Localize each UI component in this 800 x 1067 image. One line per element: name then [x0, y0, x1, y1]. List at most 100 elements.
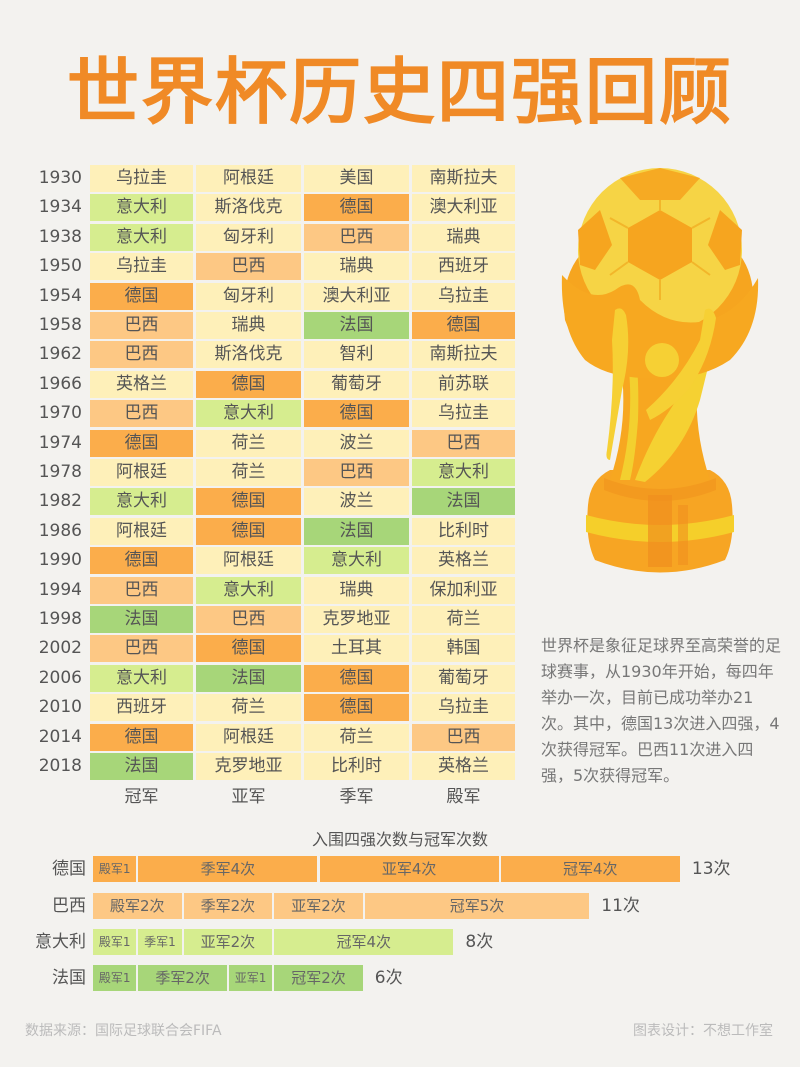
bar-total-label: 11次 — [601, 896, 640, 916]
table-cell: 葡萄牙 — [304, 370, 409, 398]
year-label: 1970 — [38, 403, 82, 424]
bar-country-label: 法国 — [52, 968, 86, 988]
table-cell: 比利时 — [412, 517, 515, 545]
table-cell: 乌拉圭 — [412, 400, 515, 428]
table-cell: 巴西 — [90, 341, 193, 369]
table-cell: 法国 — [412, 488, 515, 516]
bar-segment: 殿军1 — [93, 965, 137, 991]
table-cell: 巴西 — [90, 576, 193, 604]
table-cell: 前苏联 — [412, 370, 515, 398]
table-row: 2002 巴西 德国 土耳其 韩国 — [0, 635, 520, 663]
table-cell: 瑞典 — [304, 253, 409, 281]
table-cell: 意大利 — [90, 194, 193, 222]
table-row: 1978 阿根廷 荷兰 巴西 意大利 — [0, 459, 520, 486]
table-cell: 德国 — [90, 547, 193, 575]
table-cell: 巴西 — [90, 312, 193, 339]
bar-segment: 殿军2次 — [93, 893, 182, 919]
table-row: 1962 巴西 斯洛伐克 智利 南斯拉夫 — [0, 341, 520, 369]
year-label: 1990 — [38, 550, 82, 571]
bar-segment: 亚军1 — [228, 965, 273, 991]
description-text: 世界杯是象征足球界至高荣誉的足球赛事，从1930年开始，每四年举办一次，目前已成… — [541, 636, 782, 785]
table-cell: 匈牙利 — [196, 223, 301, 251]
year-label: 2010 — [38, 697, 82, 718]
trophy-icon — [561, 168, 759, 573]
table-cell: 保加利亚 — [412, 576, 515, 604]
table-cell: 波兰 — [304, 429, 409, 457]
table-cell: 巴西 — [412, 429, 515, 457]
year-label: 2014 — [38, 726, 82, 747]
bar-row: 法国 殿军1 季军2次 亚军1 冠军2次 6次 — [0, 965, 800, 991]
table-cell: 意大利 — [90, 223, 193, 251]
table-row: 1970 巴西 意大利 德国 乌拉圭 — [0, 400, 520, 428]
chart-credit: 图表设计：不想工作室 — [633, 1023, 773, 1039]
column-header-runner-up: 亚军 — [231, 787, 266, 807]
data-source: 数据来源：国际足球联合会FIFA — [25, 1023, 222, 1039]
table-cell: 德国 — [304, 400, 409, 428]
table-row: 1938 意大利 匈牙利 巴西 瑞典 — [0, 223, 520, 251]
table-cell: 斯洛伐克 — [196, 194, 301, 222]
table-row: 2018 法国 克罗地亚 比利时 英格兰 — [0, 753, 520, 780]
table-cell: 德国 — [304, 664, 409, 692]
table-cell: 英格兰 — [412, 547, 515, 575]
table-cell: 瑞典 — [412, 223, 515, 251]
table-row: 1986 阿根廷 德国 法国 比利时 — [0, 517, 520, 545]
table-cell: 南斯拉夫 — [412, 341, 515, 369]
table-cell: 荷兰 — [412, 606, 515, 633]
table-cell: 乌拉圭 — [412, 282, 515, 310]
year-label: 1966 — [38, 373, 82, 394]
table-cell: 乌拉圭 — [90, 165, 193, 192]
table-row: 2006 意大利 法国 德国 葡萄牙 — [0, 664, 520, 692]
year-label: 1938 — [38, 226, 82, 247]
column-header-third: 季军 — [339, 787, 374, 807]
table-row: 1990 德国 阿根廷 意大利 英格兰 — [0, 547, 520, 575]
table-cell: 阿根廷 — [196, 547, 301, 575]
table-cell: 荷兰 — [196, 429, 301, 457]
year-label: 2006 — [38, 667, 82, 688]
bar-country-label: 意大利 — [35, 932, 86, 952]
table-cell: 意大利 — [304, 547, 409, 575]
table-cell: 克罗地亚 — [304, 606, 409, 633]
bar-chart-title: 入围四强次数与冠军次数 — [311, 830, 488, 849]
table-cell: 瑞典 — [196, 312, 301, 339]
bar-row: 意大利 殿军1 季军1 亚军2次 冠军4次 8次 — [0, 929, 800, 955]
table-cell: 德国 — [90, 282, 193, 310]
bar-total-label: 6次 — [374, 968, 403, 988]
year-label: 1950 — [38, 256, 82, 277]
table-cell: 巴西 — [196, 253, 301, 281]
table-cell: 巴西 — [196, 606, 301, 633]
bar-total-label: 13次 — [691, 859, 731, 879]
bar-segment: 亚军2次 — [183, 929, 273, 955]
table-cell: 意大利 — [90, 664, 193, 692]
year-label: 1962 — [38, 344, 82, 365]
table-cell: 德国 — [196, 488, 301, 516]
table-row: 1982 意大利 德国 波兰 法国 — [0, 488, 520, 516]
bar-row: 德国 殿军1 季军4次 亚军4次 冠军4次 13次 — [0, 856, 800, 882]
table-row: 2014 德国 阿根廷 荷兰 巴西 — [0, 723, 520, 751]
year-label: 2002 — [38, 638, 82, 659]
table-cell: 韩国 — [412, 635, 515, 663]
table-cell: 德国 — [304, 694, 409, 722]
table-cell: 阿根廷 — [196, 723, 301, 751]
table-row: 2010 西班牙 荷兰 德国 乌拉圭 — [0, 694, 520, 722]
bar-segment: 季军2次 — [138, 965, 227, 991]
bar-country-label: 德国 — [52, 859, 86, 879]
table-cell: 美国 — [304, 165, 409, 192]
table-cell: 法国 — [90, 606, 193, 633]
table-row: 1954 德国 匈牙利 澳大利亚 乌拉圭 — [0, 282, 520, 310]
table-cell: 荷兰 — [304, 723, 409, 751]
bar-segment: 冠军4次 — [500, 856, 680, 882]
bar-segment: 冠军4次 — [274, 929, 454, 955]
bar-segment: 冠军2次 — [274, 965, 363, 991]
table-cell: 比利时 — [304, 753, 409, 780]
table-cell: 德国 — [90, 429, 193, 457]
table-cell: 荷兰 — [196, 694, 301, 722]
year-label: 2018 — [38, 756, 82, 776]
year-label: 1994 — [38, 579, 82, 600]
year-label: 1986 — [38, 520, 82, 541]
table-cell: 巴西 — [90, 400, 193, 428]
table-cell: 法国 — [90, 753, 193, 780]
table-cell: 巴西 — [412, 723, 515, 751]
year-label: 1930 — [38, 168, 82, 188]
table-cell: 乌拉圭 — [412, 694, 515, 722]
table-cell: 法国 — [304, 517, 409, 545]
